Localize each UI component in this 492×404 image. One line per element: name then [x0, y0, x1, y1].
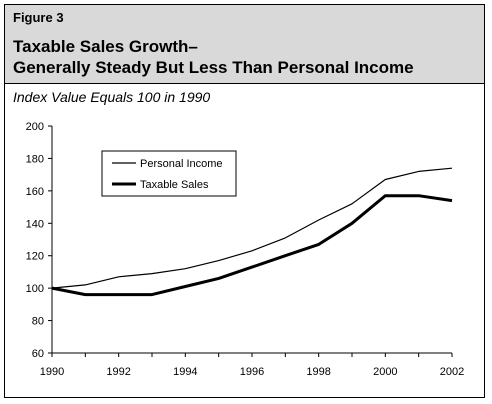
y-tick-label: 200 — [26, 121, 44, 133]
figure-label: Figure 3 — [13, 10, 64, 25]
legend-label: Personal Income — [140, 158, 223, 170]
y-tick-label: 160 — [26, 186, 44, 198]
y-tick-label: 100 — [26, 283, 44, 295]
x-tick-label: 1996 — [240, 366, 264, 378]
x-tick-label: 1992 — [106, 366, 130, 378]
legend-label: Taxable Sales — [140, 179, 209, 191]
x-tick-label: 2002 — [440, 366, 464, 378]
legend-box — [101, 150, 237, 197]
figure-title-line-1: Taxable Sales Growth– — [13, 37, 198, 56]
figure-frame: Figure 3 Taxable Sales Growth– Generally… — [4, 4, 485, 398]
series-line-personal-income — [51, 167, 453, 289]
x-tick-label: 1994 — [173, 366, 197, 378]
series-line-taxable-sales — [51, 194, 453, 297]
y-tick-label: 180 — [26, 153, 44, 165]
figure-title-line-2: Generally Steady But Less Than Personal … — [13, 58, 414, 77]
figure-title: Taxable Sales Growth– Generally Steady B… — [13, 36, 414, 78]
x-tick-label: 2000 — [373, 366, 397, 378]
y-tick-label: 80 — [32, 316, 44, 328]
figure-header: Figure 3 Taxable Sales Growth– Generally… — [5, 5, 484, 84]
figure-subtitle: Index Value Equals 100 in 1990 — [13, 89, 211, 105]
y-tick-label: 60 — [32, 348, 44, 360]
x-tick-label: 1990 — [40, 366, 64, 378]
y-tick-label: 120 — [26, 251, 44, 263]
y-tick-label: 140 — [26, 218, 44, 230]
x-tick-label: 1998 — [306, 366, 330, 378]
